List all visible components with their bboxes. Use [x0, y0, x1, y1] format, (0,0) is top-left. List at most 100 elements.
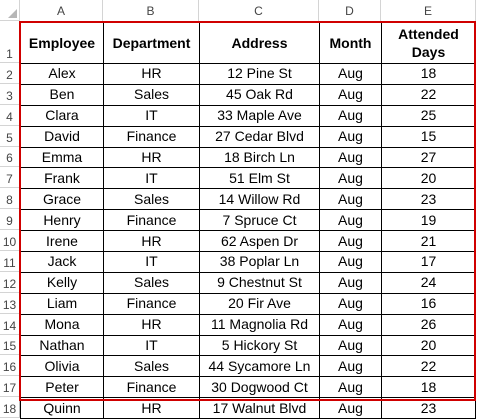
select-all-corner[interactable] — [0, 0, 20, 21]
cell-employee[interactable]: Frank — [20, 167, 104, 190]
column-header-a[interactable]: A — [20, 0, 103, 22]
cell-month[interactable]: Aug — [319, 83, 382, 106]
row-header[interactable]: 15 — [0, 334, 20, 356]
cell-month[interactable]: Aug — [319, 376, 382, 399]
row-header[interactable]: 8 — [0, 188, 20, 210]
row-header[interactable]: 14 — [0, 313, 20, 335]
cell-attended-days[interactable]: 17 — [381, 251, 476, 273]
cell-department[interactable]: HR — [103, 313, 200, 336]
row-header[interactable]: 16 — [0, 355, 20, 377]
header-cell-month[interactable]: Month — [319, 22, 382, 64]
cell-address[interactable]: 7 Spruce Ct — [199, 209, 320, 232]
cell-employee[interactable]: Kelly — [20, 271, 104, 294]
cell-month[interactable]: Aug — [319, 334, 382, 357]
header-cell-attended-days[interactable]: Attended Days — [381, 22, 476, 64]
row-header[interactable]: 13 — [0, 292, 20, 314]
cell-address[interactable]: 20 Fir Ave — [199, 292, 320, 315]
cell-department[interactable]: Finance — [103, 292, 200, 315]
row-header[interactable]: 6 — [0, 146, 20, 168]
cell-attended-days[interactable]: 25 — [381, 104, 476, 127]
row-header[interactable]: 12 — [0, 271, 20, 293]
cell-month[interactable]: Aug — [319, 397, 382, 419]
header-cell-address[interactable]: Address — [199, 22, 320, 64]
cell-department[interactable]: IT — [103, 334, 200, 357]
cell-attended-days[interactable]: 24 — [381, 271, 476, 294]
cell-department[interactable]: Finance — [103, 209, 200, 232]
cell-employee[interactable]: Grace — [20, 188, 104, 211]
cell-employee[interactable]: Alex — [20, 63, 104, 85]
cell-attended-days[interactable]: 27 — [381, 146, 476, 169]
cell-address[interactable]: 12 Pine St — [199, 63, 320, 85]
row-header[interactable]: 9 — [0, 209, 20, 231]
cell-attended-days[interactable]: 22 — [381, 83, 476, 106]
cell-month[interactable]: Aug — [319, 188, 382, 211]
cell-address[interactable]: 51 Elm St — [199, 167, 320, 190]
cell-employee[interactable]: Olivia — [20, 355, 104, 378]
cell-attended-days[interactable]: 15 — [381, 125, 476, 148]
row-header[interactable]: 2 — [0, 63, 20, 84]
cell-address[interactable]: 44 Sycamore Ln — [199, 355, 320, 378]
cell-month[interactable]: Aug — [319, 271, 382, 294]
cell-attended-days[interactable]: 18 — [381, 63, 476, 85]
cell-address[interactable]: 33 Maple Ave — [199, 104, 320, 127]
row-header[interactable]: 1 — [0, 22, 20, 63]
row-header[interactable]: 10 — [0, 230, 20, 252]
cell-department[interactable]: IT — [103, 251, 200, 273]
cell-address[interactable]: 11 Magnolia Rd — [199, 313, 320, 336]
header-cell-employee[interactable]: Employee — [20, 22, 104, 64]
cell-address[interactable]: 62 Aspen Dr — [199, 230, 320, 253]
column-header-d[interactable]: D — [319, 0, 381, 22]
cell-month[interactable]: Aug — [319, 230, 382, 253]
cell-attended-days[interactable]: 16 — [381, 292, 476, 315]
cell-address[interactable]: 5 Hickory St — [199, 334, 320, 357]
cell-attended-days[interactable]: 26 — [381, 313, 476, 336]
cell-attended-days[interactable]: 23 — [381, 188, 476, 211]
cell-department[interactable]: Sales — [103, 271, 200, 294]
column-header-c[interactable]: C — [199, 0, 319, 22]
cell-month[interactable]: Aug — [319, 125, 382, 148]
cell-department[interactable]: HR — [103, 230, 200, 253]
cell-department[interactable]: Finance — [103, 376, 200, 399]
cell-address[interactable]: 14 Willow Rd — [199, 188, 320, 211]
cell-attended-days[interactable]: 21 — [381, 230, 476, 253]
cell-attended-days[interactable]: 19 — [381, 209, 476, 232]
cell-employee[interactable]: Clara — [20, 104, 104, 127]
cell-employee[interactable]: Henry — [20, 209, 104, 232]
cell-department[interactable]: Finance — [103, 125, 200, 148]
cell-employee[interactable]: Emma — [20, 146, 104, 169]
cell-month[interactable]: Aug — [319, 104, 382, 127]
cell-employee[interactable]: Nathan — [20, 334, 104, 357]
cell-department[interactable]: HR — [103, 63, 200, 85]
row-header[interactable]: 3 — [0, 83, 20, 105]
column-header-b[interactable]: B — [103, 0, 199, 22]
cell-address[interactable]: 9 Chestnut St — [199, 271, 320, 294]
cell-month[interactable]: Aug — [319, 292, 382, 315]
cell-month[interactable]: Aug — [319, 251, 382, 273]
row-header[interactable]: 17 — [0, 376, 20, 398]
cell-address[interactable]: 18 Birch Ln — [199, 146, 320, 169]
cell-attended-days[interactable]: 20 — [381, 334, 476, 357]
cell-address[interactable]: 27 Cedar Blvd — [199, 125, 320, 148]
column-header-e[interactable]: E — [381, 0, 476, 22]
cell-employee[interactable]: Mona — [20, 313, 104, 336]
cell-employee[interactable]: Jack — [20, 251, 104, 273]
cell-attended-days[interactable]: 22 — [381, 355, 476, 378]
cell-department[interactable]: IT — [103, 167, 200, 190]
cell-month[interactable]: Aug — [319, 63, 382, 85]
row-header[interactable]: 5 — [0, 125, 20, 147]
cell-month[interactable]: Aug — [319, 313, 382, 336]
cell-address[interactable]: 30 Dogwood Ct — [199, 376, 320, 399]
cell-department[interactable]: IT — [103, 104, 200, 127]
cell-month[interactable]: Aug — [319, 355, 382, 378]
cell-address[interactable]: 38 Poplar Ln — [199, 251, 320, 273]
cell-employee[interactable]: David — [20, 125, 104, 148]
cell-month[interactable]: Aug — [319, 146, 382, 169]
cell-attended-days[interactable]: 18 — [381, 376, 476, 399]
row-header[interactable]: 11 — [0, 251, 20, 272]
cell-department[interactable]: Sales — [103, 83, 200, 106]
row-header[interactable]: 7 — [0, 167, 20, 189]
row-header[interactable]: 4 — [0, 104, 20, 126]
cell-month[interactable]: Aug — [319, 167, 382, 190]
header-cell-department[interactable]: Department — [103, 22, 200, 64]
cell-address[interactable]: 45 Oak Rd — [199, 83, 320, 106]
